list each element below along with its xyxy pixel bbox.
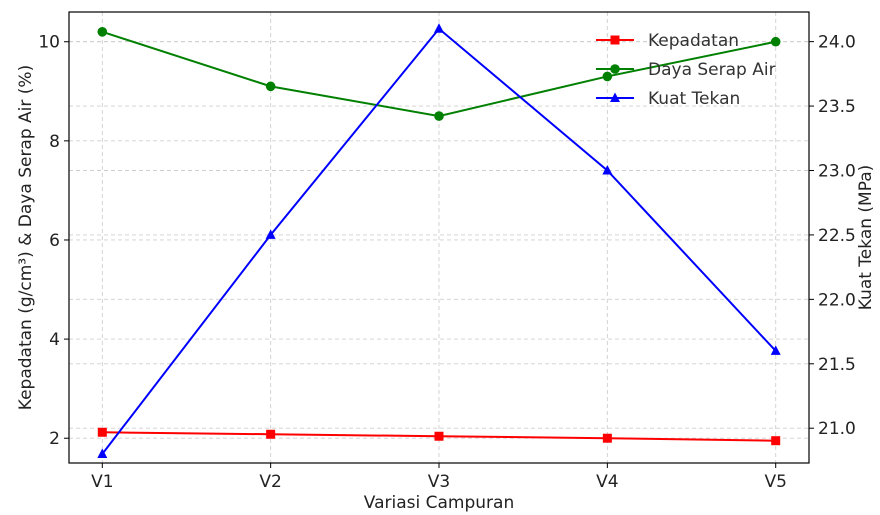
legend-label-kepadatan: Kepadatan xyxy=(648,31,739,51)
x-axis-title: Variasi Campuran xyxy=(364,493,514,513)
right-tick-label: 23.0 xyxy=(818,161,856,181)
x-tick-label: V3 xyxy=(428,472,450,492)
data-point-kuat-tekan xyxy=(265,229,276,239)
data-point-kepadatan xyxy=(434,431,444,441)
x-tick-label: V2 xyxy=(259,472,281,492)
left-axis-ticks: 2 4 6 8 10 xyxy=(38,33,69,449)
series-layer xyxy=(97,23,781,458)
data-point-daya-serap-air xyxy=(770,36,781,47)
data-point-kuat-tekan xyxy=(434,23,444,33)
x-tick-label: V1 xyxy=(91,472,113,492)
data-point-kepadatan xyxy=(97,427,107,437)
data-point-kepadatan xyxy=(771,436,781,446)
x-axis-ticks: V1 V2 V3 V4 V5 xyxy=(91,463,787,492)
right-tick-label: 23.5 xyxy=(818,97,856,117)
left-tick-label: 6 xyxy=(49,231,60,251)
legend-marker-kuat-tekan xyxy=(610,92,620,102)
legend: Kepadatan Daya Serap Air Kuat Tekan xyxy=(596,31,776,109)
data-point-daya-serap-air xyxy=(602,71,613,82)
data-point-daya-serap-air xyxy=(265,81,276,92)
plot-frame xyxy=(68,11,810,464)
x-tick-label: V4 xyxy=(596,472,618,492)
data-point-daya-serap-air xyxy=(97,27,108,37)
right-axis-title: Kuat Tekan (MPa) xyxy=(856,165,876,311)
data-point-kuat-tekan xyxy=(602,164,613,175)
data-point-kuat-tekan xyxy=(770,345,781,355)
left-tick-label: 4 xyxy=(49,330,60,350)
legend-label-daya-serap-air: Daya Serap Air xyxy=(648,60,776,80)
data-point-kepadatan xyxy=(266,429,276,439)
data-point-daya-serap-air xyxy=(434,111,444,121)
right-tick-label: 21.0 xyxy=(818,419,856,439)
legend-label-kuat-tekan: Kuat Tekan xyxy=(648,89,740,109)
right-tick-label: 21.5 xyxy=(818,355,856,375)
left-axis-title: Kepadatan (g/cm³) & Daya Serap Air (%) xyxy=(16,65,36,410)
series-kuat-tekan xyxy=(97,23,781,458)
left-tick-label: 8 xyxy=(49,132,60,152)
right-tick-label: 22.5 xyxy=(818,226,856,246)
right-tick-label: 22.0 xyxy=(818,290,856,310)
left-tick-label: 2 xyxy=(49,429,60,449)
grid xyxy=(69,12,809,463)
right-axis-ticks: 21.0 21.5 22.0 22.5 23.0 23.5 24.0 xyxy=(809,33,856,439)
data-point-kepadatan xyxy=(602,433,612,443)
series-kepadatan xyxy=(97,427,781,446)
series-daya-serap-air xyxy=(97,27,781,121)
x-tick-label: V5 xyxy=(764,472,786,492)
data-point-kuat-tekan xyxy=(97,448,108,458)
left-tick-label: 10 xyxy=(38,33,60,53)
right-tick-label: 24.0 xyxy=(818,33,856,53)
legend-marker-daya-serap-air xyxy=(610,64,620,74)
legend-marker-kepadatan xyxy=(610,35,620,45)
